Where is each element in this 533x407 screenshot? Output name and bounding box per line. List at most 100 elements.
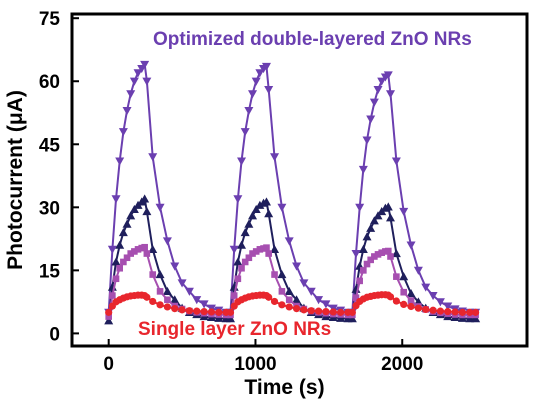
series-1-point: [118, 228, 128, 237]
series-3-point: [422, 305, 430, 314]
series-1-point: [261, 197, 271, 206]
series-2-point: [271, 271, 278, 278]
series-2-point: [374, 251, 382, 258]
series-0-point: [386, 90, 395, 99]
series-1-point: [148, 244, 158, 253]
series-2-point: [134, 246, 142, 253]
series-1-point: [170, 295, 180, 304]
series-0-point: [383, 71, 393, 80]
series-1-point: [383, 202, 393, 211]
series-0-point: [111, 195, 121, 204]
series-3-point: [414, 304, 422, 312]
y-tick-label: 15: [39, 261, 61, 282]
series-0-point: [233, 195, 243, 204]
y-tick-label: 45: [39, 135, 61, 156]
x-tick-label: 1000: [234, 354, 276, 375]
series-3-point: [149, 297, 157, 306]
series-3-point: [300, 306, 308, 314]
series-0-point: [251, 77, 261, 86]
series-1-point: [248, 211, 258, 220]
series-2-point: [400, 288, 408, 296]
series-1-point: [277, 270, 287, 279]
series-2-point: [127, 250, 135, 257]
series-1-point: [292, 295, 302, 304]
series-3-point: [322, 307, 330, 316]
annotation-single-layer: Single layer ZnO NRs: [138, 319, 331, 340]
series-2-point: [105, 313, 112, 320]
series-0-point: [355, 203, 365, 212]
series-2-point: [156, 288, 164, 295]
series-0-point: [118, 128, 128, 137]
y-tick-label: 60: [39, 72, 60, 93]
series-3-point: [307, 307, 315, 315]
series-3-point: [400, 300, 408, 308]
series-1-point: [115, 240, 125, 249]
series-0-point: [366, 115, 376, 124]
series-2-point: [278, 288, 286, 295]
series-3-point: [292, 304, 301, 313]
series-2-point: [116, 264, 124, 272]
series-0-point: [177, 279, 187, 288]
series-2-point: [387, 253, 394, 260]
series-3-group: [105, 291, 480, 316]
series-2-point: [238, 264, 245, 272]
series-3-point: [444, 307, 452, 316]
series-3-point: [329, 308, 337, 316]
series-0-point: [264, 86, 274, 95]
series-0-group: [104, 60, 481, 317]
series-2-point: [371, 253, 378, 260]
series-0-point: [162, 237, 172, 246]
plot-frame: [70, 12, 529, 348]
series-1-point: [122, 219, 132, 228]
series-0-point: [413, 266, 423, 275]
series-1-point: [244, 219, 254, 228]
series-1-point: [104, 316, 114, 325]
series-1-point: [358, 244, 368, 253]
series-3-point: [466, 308, 474, 316]
series-0-point: [140, 60, 150, 69]
series-layer: [104, 60, 481, 325]
series-0-point: [358, 165, 368, 174]
series-3-point: [171, 304, 179, 313]
series-0-point: [377, 77, 387, 86]
series-1-point: [270, 244, 280, 253]
series-3-point: [185, 307, 194, 315]
series-3-point: [143, 293, 151, 301]
series-0-point: [314, 296, 324, 305]
series-3-point: [163, 303, 172, 311]
series-1-point: [391, 249, 401, 258]
series-1-point: [369, 216, 379, 225]
series-0-point: [421, 283, 431, 292]
series-2-point: [249, 250, 256, 257]
series-3-point: [336, 308, 345, 316]
series-0-point: [284, 237, 294, 246]
series-0-point: [321, 300, 331, 309]
series-0-point: [299, 279, 309, 288]
series-0-point: [115, 157, 125, 166]
series-0-point: [107, 245, 117, 254]
series-3-point: [193, 307, 201, 315]
series-0-point: [184, 287, 194, 296]
series-3-point: [451, 308, 459, 316]
series-1-point: [111, 257, 121, 266]
series-0-point: [129, 77, 139, 86]
series-0-point: [133, 69, 143, 78]
series-2-point: [112, 275, 120, 283]
series-2-line: [107, 245, 476, 317]
series-0-point: [192, 296, 202, 305]
series-1-line: [107, 196, 476, 321]
x-tick-label: 2000: [381, 354, 423, 375]
series-0-point: [255, 69, 265, 78]
series-3-point: [278, 301, 286, 309]
series-0-point: [435, 298, 445, 307]
series-0-point: [229, 245, 239, 254]
series-2-point: [241, 258, 249, 266]
series-1-point: [162, 286, 172, 295]
series-2-point: [384, 247, 392, 255]
series-2-point: [363, 260, 371, 268]
series-1-point: [336, 313, 346, 322]
tick-layer: 0 15 30 45 60 75 0 1000 2000: [39, 9, 424, 375]
y-tick-label: 75: [39, 9, 61, 30]
series-1-point: [264, 209, 274, 218]
